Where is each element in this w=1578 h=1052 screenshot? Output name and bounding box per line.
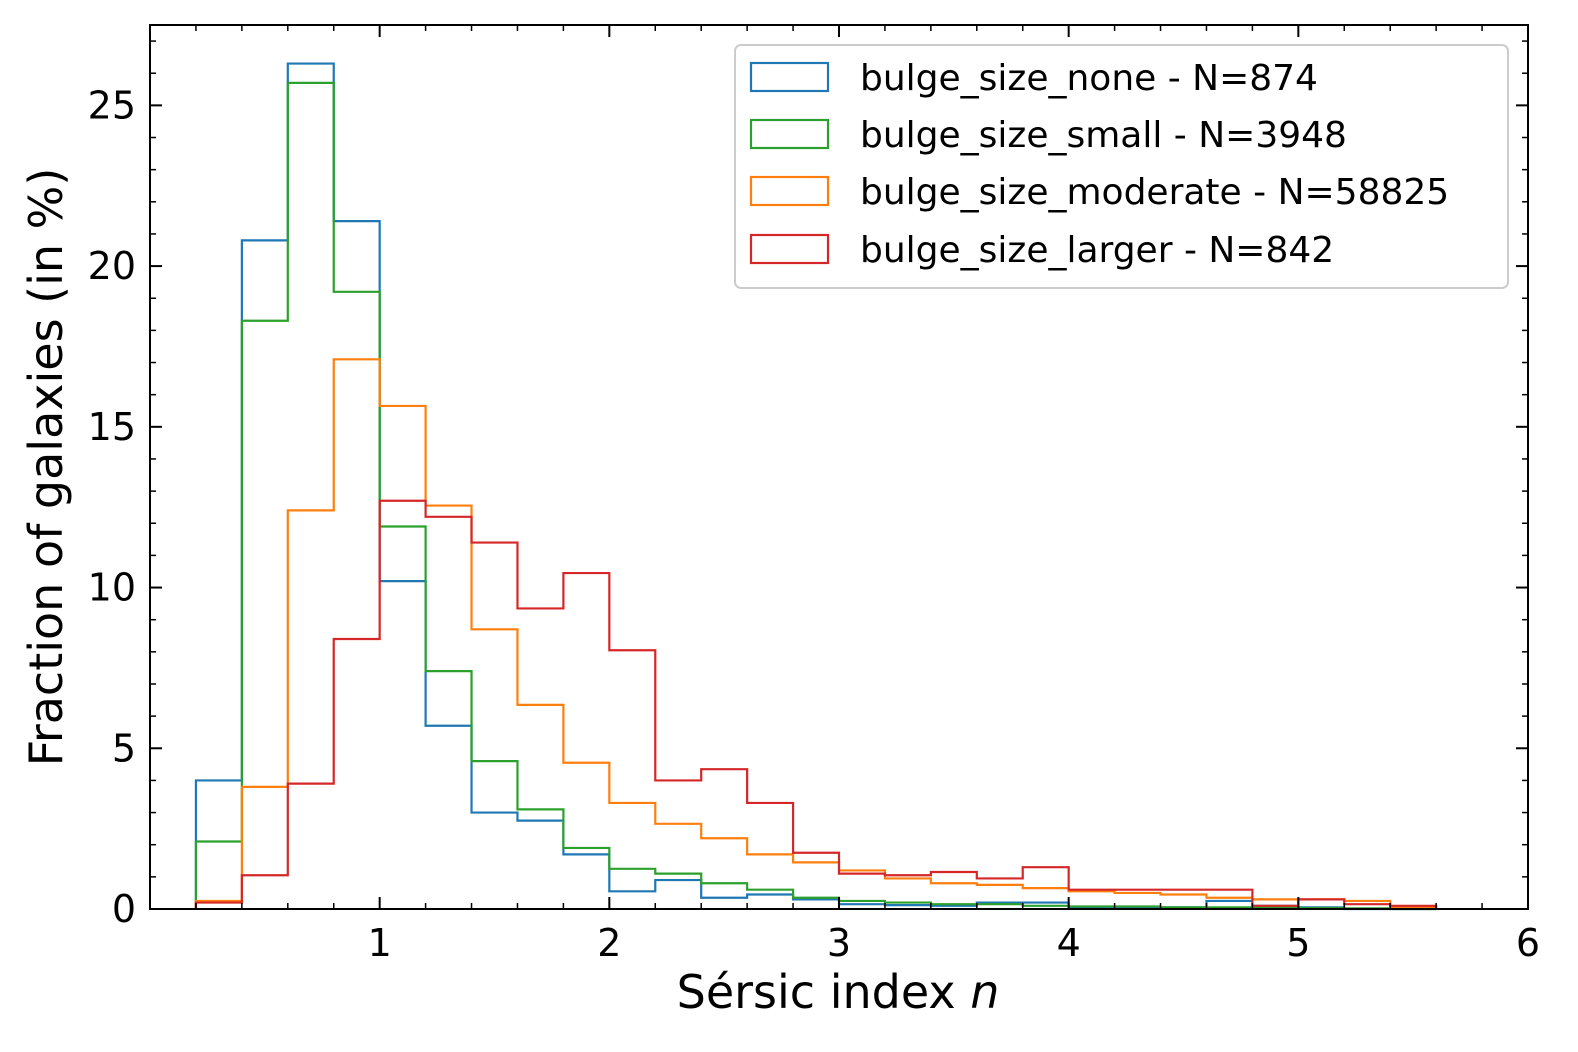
legend-swatch [749, 118, 830, 150]
legend-label: bulge_size_larger - N=842 [860, 230, 1334, 271]
legend-swatch [749, 61, 830, 93]
x-axis-label: Sérsic index n [677, 965, 1000, 1019]
legend-box [734, 44, 1509, 289]
legend-swatch [749, 175, 830, 207]
legend-label: bulge_size_none - N=874 [860, 58, 1318, 99]
y-tick-label: 5 [112, 726, 136, 770]
legend-swatch [749, 233, 830, 265]
x-tick-label: 5 [1286, 921, 1310, 965]
y-tick-label: 10 [88, 566, 136, 610]
plot-frame [149, 24, 1529, 910]
x-tick-label: 1 [368, 921, 392, 965]
legend: bulge_size_none - N=874 bulge_size_small … [734, 44, 1509, 289]
legend-label: bulge_size_moderate - N=58825 [860, 172, 1449, 213]
x-tick-label: 2 [597, 921, 621, 965]
x-tick-label: 4 [1057, 921, 1081, 965]
legend-entries: bulge_size_none - N=874 bulge_size_small … [749, 58, 1449, 271]
x-axis-label-variable: n [970, 965, 999, 1019]
x-tick-label: 6 [1516, 921, 1540, 965]
ticks-layer: 1 2 3 4 5 6 0 5 10 15 20 25 [88, 25, 1540, 965]
y-tick-label: 15 [88, 405, 136, 449]
y-tick-label: 0 [112, 887, 136, 931]
x-tick-label: 3 [827, 921, 851, 965]
y-tick-label: 25 [88, 83, 136, 127]
y-tick-label: 20 [88, 244, 136, 288]
legend-label: bulge_size_small - N=3948 [860, 115, 1347, 156]
y-axis-label: Fraction of galaxies (in %) [19, 168, 73, 767]
histogram-series-bulge-size-larger [194, 499, 1438, 909]
histogram-series-bulge-size-moderate [194, 358, 1438, 909]
x-axis-label-text: Sérsic index [677, 965, 956, 1019]
